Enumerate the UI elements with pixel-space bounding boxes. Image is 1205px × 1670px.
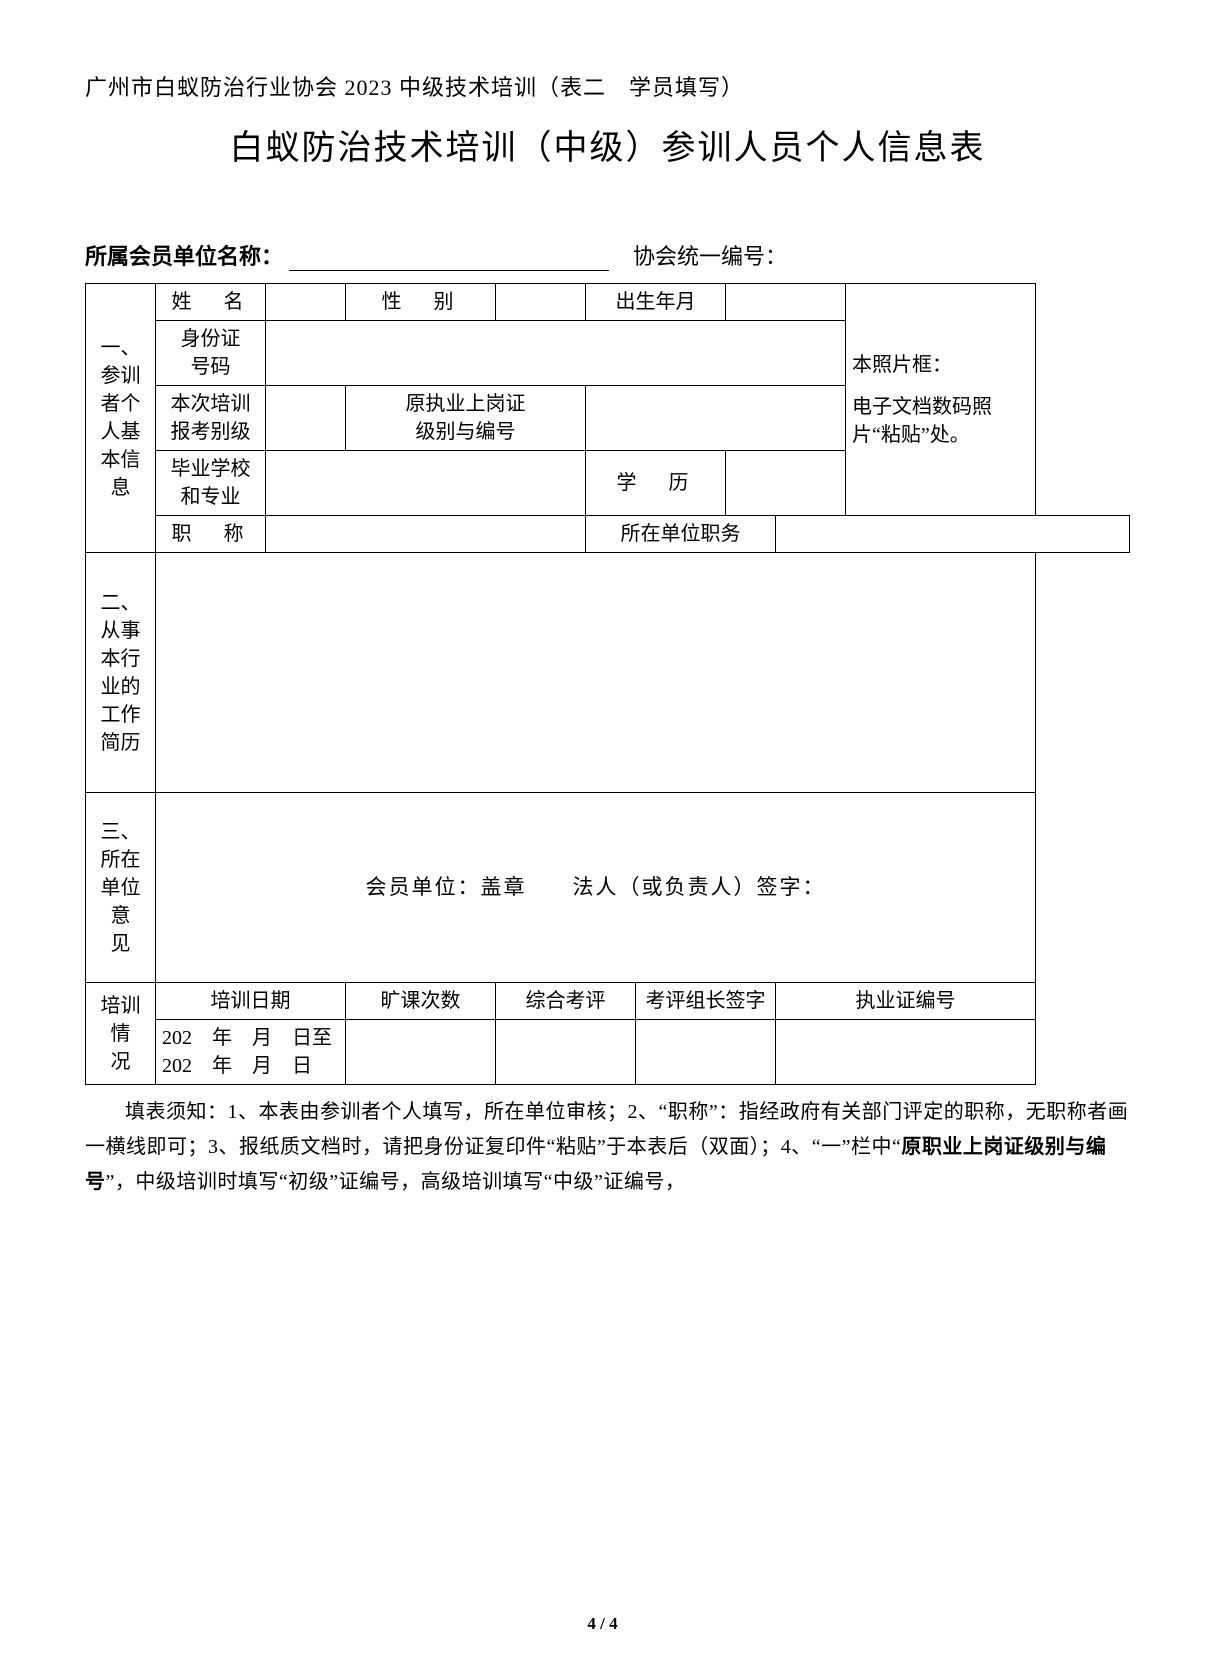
document-page: 广州市白蚁防治行业协会 2023 中级技术培训（表二 学员填写） 白蚁防治技术培… bbox=[0, 0, 1205, 1670]
label-absent: 旷课次数 bbox=[346, 983, 496, 1020]
field-name[interactable] bbox=[266, 284, 346, 321]
label-gender: 性 别 bbox=[346, 284, 496, 321]
label-position: 所在单位职务 bbox=[586, 516, 776, 553]
company-name-field[interactable] bbox=[289, 245, 609, 271]
field-cert-no[interactable] bbox=[776, 1020, 1036, 1085]
training-head: 培训情况 bbox=[86, 983, 156, 1085]
section1-head: 一、参训者个人基本信息 bbox=[86, 284, 156, 553]
info-form-table: 一、参训者个人基本信息 姓 名 性 别 出生年月 本照片框： 电子文档数码照片“… bbox=[85, 283, 1130, 1085]
photo-box[interactable]: 本照片框： 电子文档数码照片“粘贴”处。 bbox=[846, 284, 1036, 516]
field-unit-opinion[interactable]: 会员单位：盖章 法人（或负责人）签字： bbox=[156, 793, 1036, 983]
field-orig-cert[interactable] bbox=[586, 386, 846, 451]
field-gender[interactable] bbox=[496, 284, 586, 321]
label-orig-cert: 原执业上岗证级别与编号 bbox=[346, 386, 586, 451]
header-line: 广州市白蚁防治行业协会 2023 中级技术培训（表二 学员填写） bbox=[85, 70, 1130, 102]
label-school: 毕业学校和专业 bbox=[156, 451, 266, 516]
photo-line1: 本照片框： bbox=[852, 351, 1029, 379]
label-name: 姓 名 bbox=[156, 284, 266, 321]
field-work-history[interactable] bbox=[156, 553, 1036, 793]
field-position[interactable] bbox=[776, 516, 1130, 553]
label-title: 职 称 bbox=[156, 516, 266, 553]
field-leader-sign[interactable] bbox=[636, 1020, 776, 1085]
seal-signature-line: 会员单位：盖章 法人（或负责人）签字： bbox=[162, 873, 1029, 902]
field-birth[interactable] bbox=[726, 284, 846, 321]
field-training-date[interactable]: 202 年 月 日至 202 年 月 日 bbox=[156, 1020, 346, 1085]
section3-head: 三、所在单位意见 bbox=[86, 793, 156, 983]
field-school[interactable] bbox=[266, 451, 586, 516]
label-id-no: 身份证号码 bbox=[156, 321, 266, 386]
field-id-no[interactable] bbox=[266, 321, 846, 386]
label-birth: 出生年月 bbox=[586, 284, 726, 321]
label-leader-sign: 考评组长签字 bbox=[636, 983, 776, 1020]
label-cert-no: 执业证编号 bbox=[776, 983, 1036, 1020]
photo-line2: 电子文档数码照片“粘贴”处。 bbox=[852, 393, 1029, 449]
field-exam-level[interactable] bbox=[266, 386, 346, 451]
label-training-date: 培训日期 bbox=[156, 983, 346, 1020]
document-title: 白蚁防治技术培训（中级）参训人员个人信息表 bbox=[85, 120, 1130, 169]
company-label: 所属会员单位名称： bbox=[85, 239, 283, 271]
assoc-number-label: 协会统一编号： bbox=[633, 239, 787, 271]
field-absent[interactable] bbox=[346, 1020, 496, 1085]
form-notes: 填表须知：1、本表由参训者个人填写，所在单位审核；2、“职称”：指经政府有关部门… bbox=[85, 1095, 1130, 1200]
label-edu: 学 历 bbox=[586, 451, 726, 516]
field-eval[interactable] bbox=[496, 1020, 636, 1085]
label-eval: 综合考评 bbox=[496, 983, 636, 1020]
field-edu[interactable] bbox=[726, 451, 846, 516]
field-title[interactable] bbox=[266, 516, 586, 553]
company-row: 所属会员单位名称： 协会统一编号： bbox=[85, 239, 1130, 271]
page-number: 4 / 4 bbox=[0, 1614, 1205, 1634]
label-exam-level: 本次培训报考别级 bbox=[156, 386, 266, 451]
section2-head: 二、从事本行业的工作简历 bbox=[86, 553, 156, 793]
